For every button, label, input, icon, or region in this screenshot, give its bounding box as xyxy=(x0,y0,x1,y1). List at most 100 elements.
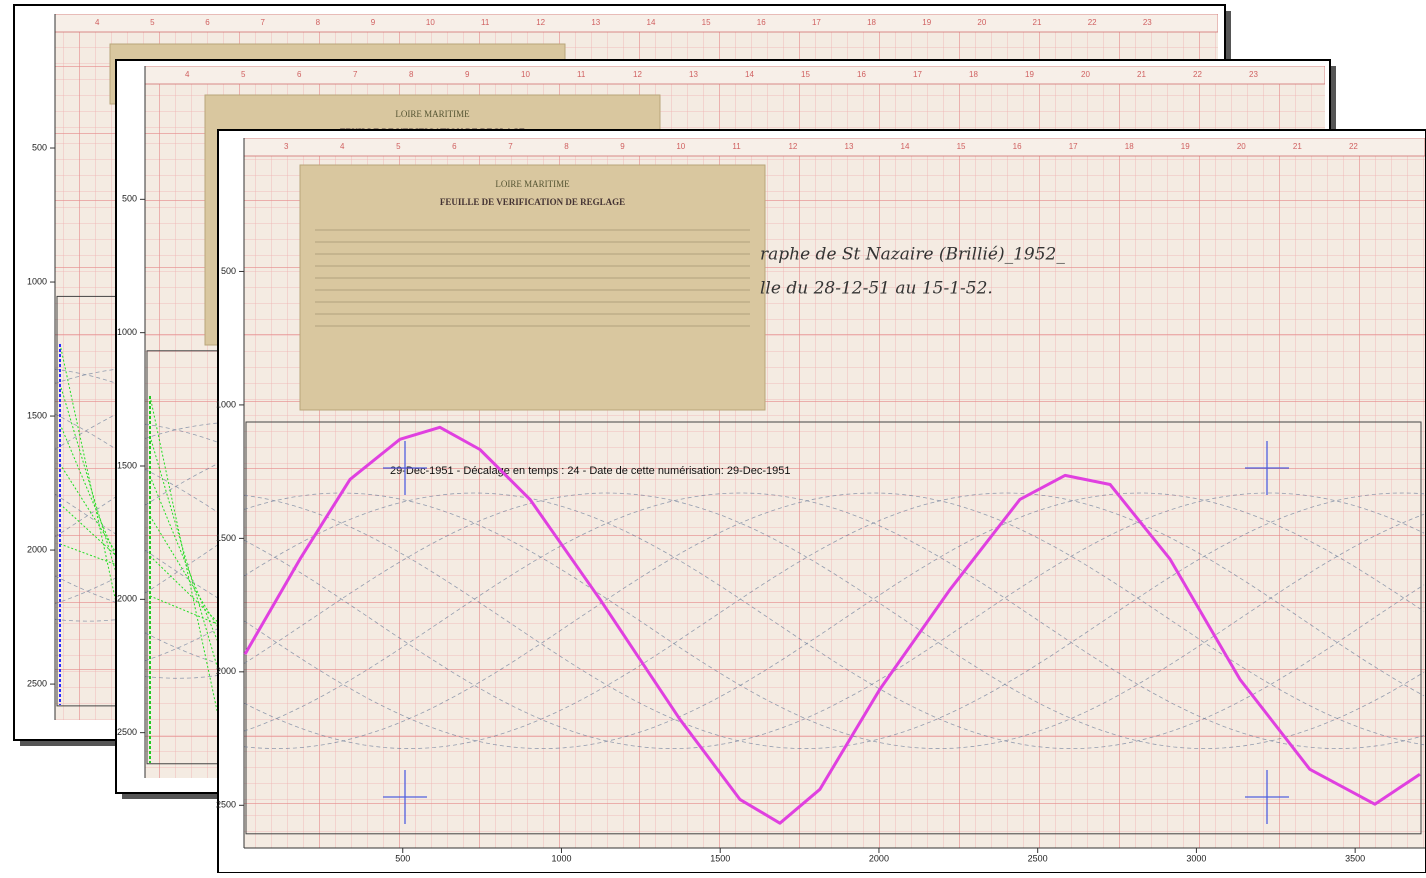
y-tick-label: 2500 xyxy=(117,727,137,737)
sheet-header: LOIRE MARITIME xyxy=(495,179,570,189)
digitized-trace xyxy=(59,463,166,631)
x-tick-label: 1000 xyxy=(551,853,571,863)
paper-hour-label: 19 xyxy=(922,18,931,27)
digitized-trace xyxy=(59,343,136,691)
image-window: 3 4 5 6 7 8 9 10 11 12 13 14 15 16 17 18 19 20 21 22 LOIRE M… xyxy=(216,129,1426,878)
y-tick-label: 500 xyxy=(221,266,236,276)
paper-hour-label: 9 xyxy=(620,142,625,151)
paper-hour-label: 21 xyxy=(1137,70,1146,79)
y-tick-label: 1000 xyxy=(216,399,236,409)
paper-hour-label: 21 xyxy=(1293,142,1302,151)
verification-sheet xyxy=(299,164,766,411)
pencil-trace xyxy=(244,492,1425,750)
pencil-trace xyxy=(244,492,1425,750)
paper-hour-label: 16 xyxy=(857,70,866,79)
scan-annotation: 29-Dec-1951 - Décalage en temps : 24 - D… xyxy=(390,465,791,477)
paper-hour-label: 15 xyxy=(702,18,711,27)
y-tick-label: 500 xyxy=(122,194,137,204)
paper-hour-label: 11 xyxy=(577,70,586,79)
paper-hour-label: 8 xyxy=(409,70,414,79)
digitized-curve xyxy=(243,425,1421,825)
paper-hour-label: 17 xyxy=(913,70,922,79)
paper-hour-label: 7 xyxy=(508,142,513,151)
paper-hour-label: 3 xyxy=(284,142,289,151)
y-tick-label: 1500 xyxy=(27,410,47,420)
paper-hour-label: 9 xyxy=(371,18,376,27)
paper-hour-label: 20 xyxy=(977,18,986,27)
pencil-trace xyxy=(244,492,1425,750)
pencil-trace xyxy=(244,492,1425,750)
paper-hour-label: 18 xyxy=(867,18,876,27)
paper-hour-label: 10 xyxy=(521,70,530,79)
pencil-trace xyxy=(244,492,1425,750)
y-tick-label: 1000 xyxy=(117,327,137,337)
paper-hour-label: 9 xyxy=(465,70,470,79)
x-tick-label: 3500 xyxy=(1345,853,1365,863)
paper-hour-label: 6 xyxy=(205,18,210,27)
x-tick-label: 2500 xyxy=(1028,853,1048,863)
paper-hour-label: 11 xyxy=(732,142,741,151)
calibration-cross xyxy=(383,441,427,495)
paper-hour-label: 22 xyxy=(1349,142,1358,151)
y-tick-label: 2000 xyxy=(27,544,47,554)
paper-hour-label: 12 xyxy=(788,142,797,151)
digitized-trace xyxy=(149,515,256,689)
y-tick-label: 2000 xyxy=(117,594,137,604)
paper-band xyxy=(145,66,1325,85)
paper-hour-label: 22 xyxy=(1193,70,1202,79)
paper-hour-label: 5 xyxy=(396,142,401,151)
paper-hour-label: 10 xyxy=(426,18,435,27)
paper-hour-label: 12 xyxy=(536,18,545,27)
paper-hour-label: 14 xyxy=(901,142,910,151)
paper-hour-label: 8 xyxy=(316,18,321,27)
paper-hour-label: 6 xyxy=(297,70,302,79)
x-tick-label: 2000 xyxy=(869,853,889,863)
sheet-title: FEUILLE DE VERIFICATION DE REGLAGE xyxy=(440,197,625,207)
paper-hour-label: 6 xyxy=(452,142,457,151)
paper-hour-label: 21 xyxy=(1033,18,1042,27)
paper-hour-label: 5 xyxy=(241,70,246,79)
y-tick-label: 2500 xyxy=(216,800,236,810)
paper-hour-label: 20 xyxy=(1081,70,1090,79)
paper-hour-label: 18 xyxy=(1125,142,1134,151)
x-tick-label: 3000 xyxy=(1186,853,1206,863)
paper-hour-label: 17 xyxy=(812,18,821,27)
x-tick-label: 500 xyxy=(395,853,410,863)
paper-hour-label: 15 xyxy=(801,70,810,79)
y-tick-label: 1500 xyxy=(117,460,137,470)
paper-hour-label: 23 xyxy=(1143,18,1152,27)
paper-hour-label: 15 xyxy=(957,142,966,151)
paper-hour-label: 4 xyxy=(340,142,345,151)
paper-hour-label: 8 xyxy=(564,142,569,151)
y-tick-label: 1500 xyxy=(216,533,236,543)
paper-hour-label: 4 xyxy=(95,18,100,27)
paper-hour-label: 13 xyxy=(845,142,854,151)
paper-hour-label: 5 xyxy=(150,18,155,27)
paper-hour-label: 11 xyxy=(481,18,490,27)
paper-hour-label: 23 xyxy=(1249,70,1258,79)
paper-hour-label: 14 xyxy=(745,70,754,79)
paper-band xyxy=(55,14,1218,33)
paper-hour-label: 22 xyxy=(1088,18,1097,27)
paper-hour-label: 13 xyxy=(591,18,600,27)
calibration-cross xyxy=(1245,441,1289,495)
handwriting: lle du 28-12-51 au 15-1-52. xyxy=(760,279,993,299)
pencil-trace xyxy=(244,492,1425,750)
paper-hour-label: 10 xyxy=(676,142,685,151)
paper-hour-label: 7 xyxy=(353,70,358,79)
y-tick-label: 500 xyxy=(32,142,47,152)
calibration-cross xyxy=(383,770,427,824)
y-tick-label: 2500 xyxy=(27,678,47,688)
paper-hour-label: 19 xyxy=(1025,70,1034,79)
paper-hour-label: 4 xyxy=(185,70,190,79)
paper-hour-label: 16 xyxy=(757,18,766,27)
paper-hour-label: 13 xyxy=(689,70,698,79)
y-tick-label: 2000 xyxy=(216,666,236,676)
pencil-trace xyxy=(244,492,1425,750)
paper-hour-label: 19 xyxy=(1181,142,1190,151)
calibration-cross xyxy=(1245,770,1289,824)
y-tick-label: 1000 xyxy=(27,276,47,286)
scan-image: 3 4 5 6 7 8 9 10 11 12 13 14 15 16 17 18 19 20 21 22 LOIRE M… xyxy=(244,138,1425,848)
